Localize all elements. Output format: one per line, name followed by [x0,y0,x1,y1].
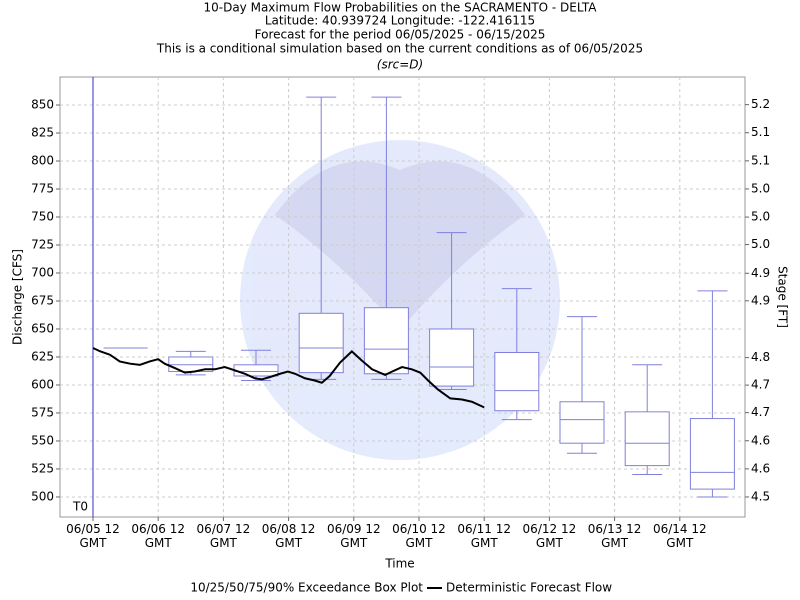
y-tick-label: 600 [31,377,54,391]
x-tick-label: 06/11 12 GMT [457,522,512,550]
subtitle: This is a conditional simulation based o… [156,42,643,56]
y2-tick-label: 4.8 [751,350,770,364]
x-tick-label: 06/07 12 GMT [196,522,251,550]
y-tick-label: 625 [31,349,54,363]
y-tick-label: 850 [31,97,54,111]
x-tick-label: 06/08 12 GMT [261,522,316,550]
source-note: (src=D) [377,58,423,72]
y2-tick-label: 5.0 [751,181,770,195]
x-tick-label: 06/14 12 GMT [652,522,707,550]
x-tick-label: 06/12 12 GMT [522,522,577,550]
y2-tick-label: 4.9 [751,266,770,280]
y-tick-label: 800 [31,153,54,167]
box [689,418,735,490]
box [363,307,409,375]
y2-tick-label: 4.6 [751,461,770,475]
legend-label: Deterministic Forecast Flow [446,581,612,595]
y2-tick-label: 4.9 [751,293,770,307]
forecast-start-label: T0 [72,500,88,514]
x-axis-label: Time [384,557,414,571]
box [624,411,670,467]
x-tick-label: 06/10 12 GMT [392,522,446,550]
y2-tick-label: 4.7 [751,378,770,392]
y-axis-label: Discharge [CFS] [11,249,25,345]
x-tick-label: 06/09 12 GMT [326,522,381,550]
y-tick-label: 725 [31,237,54,251]
y-tick-label: 675 [31,293,54,307]
y-tick-label: 550 [31,433,54,447]
forecast-line [92,347,485,409]
y-tick-label: 775 [31,181,54,195]
y2-axis-label: Stage [FT] [776,266,790,328]
x-tick-label: 06/13 12 GMT [587,522,642,550]
subtitle: Latitude: 40.939724 Longitude: -122.4161… [265,14,535,28]
watermark [240,140,560,460]
y-tick-label: 750 [31,209,54,223]
y-tick-label: 575 [31,405,54,419]
x-tick-label: 06/06 12 GMT [131,522,186,550]
chart-title: 10-Day Maximum Flow Probabilities on the… [203,1,597,15]
y2-tick-label: 4.6 [751,433,770,447]
y2-tick-label: 5.2 [751,97,770,111]
watermark-disc [240,140,560,460]
watermark-bird [275,161,525,330]
y-tick-label: 650 [31,321,54,335]
y2-tick-label: 5.0 [751,237,770,251]
y-tick-label: 500 [31,489,54,503]
box [429,328,475,387]
y2-tick-label: 5.0 [751,210,770,224]
x-tick-label: 06/05 12 GMT [66,522,120,550]
y2-tick-label: 5.1 [751,153,770,167]
legend-label: 10/25/50/75/90% Exceedance Box Plot [190,581,423,595]
y2-tick-label: 4.5 [751,489,770,503]
y2-tick-label: 4.7 [751,405,770,419]
box [233,364,279,377]
box [494,351,540,412]
box [298,312,344,374]
y2-tick-label: 5.1 [751,125,770,139]
y-tick-label: 525 [31,461,54,475]
subtitle: Forecast for the period 06/05/2025 - 06/… [255,28,546,42]
box [559,401,605,444]
y-tick-label: 825 [31,125,54,139]
y-tick-label: 700 [31,265,54,279]
